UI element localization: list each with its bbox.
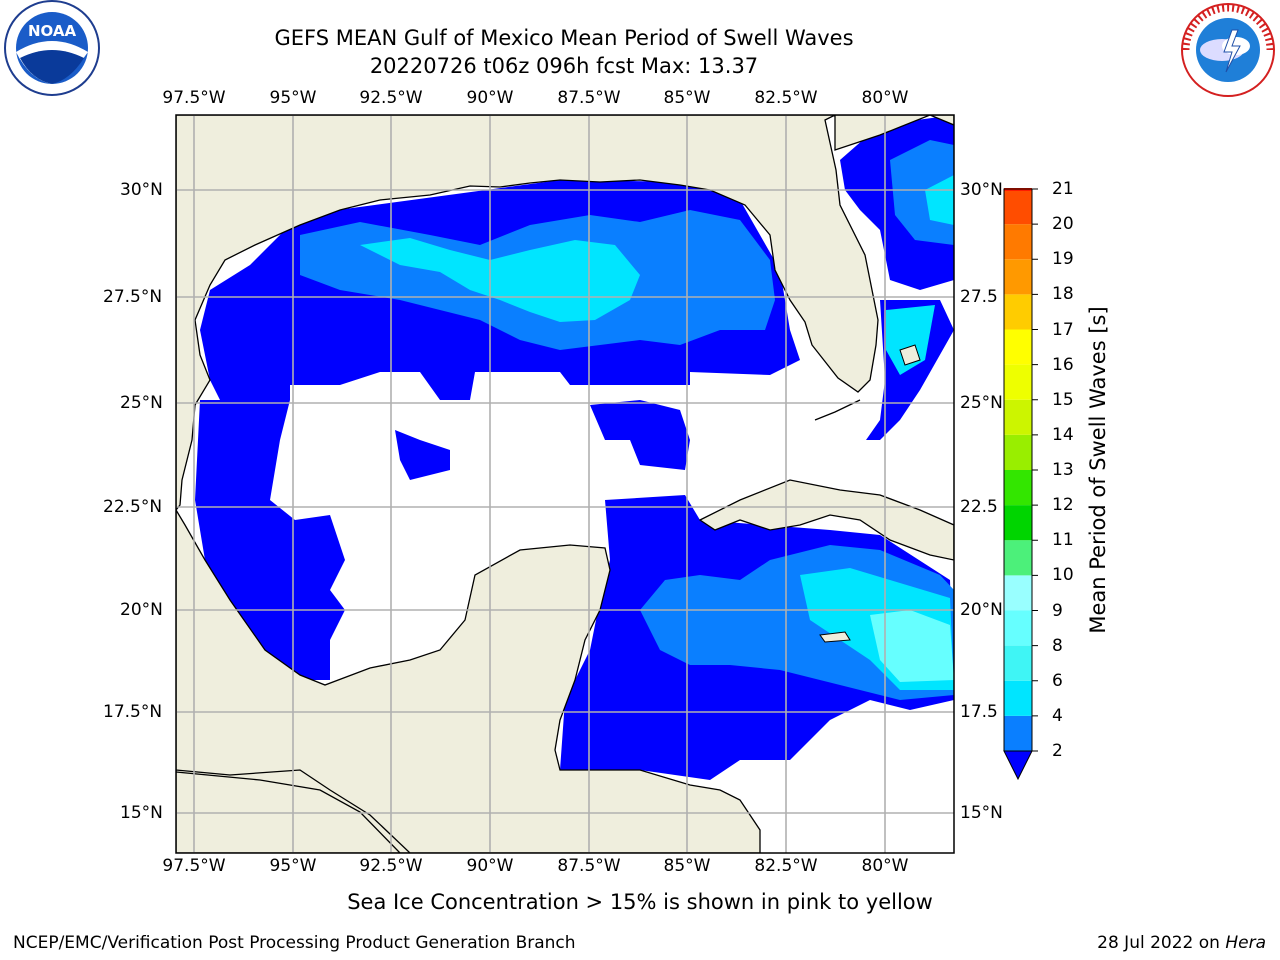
- lon-label-top: 97.5°W: [162, 88, 226, 108]
- colorbar-bin: [1004, 645, 1032, 681]
- colorbar-title: Mean Period of Swell Waves [s]: [1086, 306, 1110, 634]
- nws-logo: [1181, 3, 1275, 97]
- lon-label-bottom: 82.5°W: [754, 856, 818, 876]
- colorbar-bin: [1004, 224, 1032, 260]
- colorbar-tick-label: 18: [1052, 284, 1074, 305]
- footer-org: NCEP/EMC/Verification Post Processing Pr…: [13, 933, 576, 953]
- colorbar-tick-label: 21: [1052, 179, 1074, 199]
- noaa-logo: NOAA: [4, 0, 100, 96]
- lon-label-bottom: 92.5°W: [359, 856, 423, 876]
- colorbar-tick-label: 6: [1052, 670, 1063, 691]
- lat-label-right: 27.5: [960, 287, 998, 307]
- colorbar-bin: [1004, 575, 1032, 611]
- map-subtitle: 20220726 t06z 096h fcst Max: 13.37: [369, 54, 759, 78]
- colorbar-bin: [1004, 505, 1032, 541]
- footer-host: Hera: [1225, 933, 1266, 953]
- graticule: [176, 115, 954, 853]
- colorbar-tick-label: 19: [1052, 249, 1074, 270]
- lat-label-right: 15°N: [960, 803, 1003, 823]
- colorbar-bin: [1004, 329, 1032, 365]
- swell-region-6-8-atlantic: [925, 175, 954, 225]
- colorbar-bin: [1004, 294, 1032, 330]
- map-title: GEFS MEAN Gulf of Mexico Mean Period of …: [274, 26, 854, 50]
- lat-label-right: 30°N: [960, 180, 1003, 200]
- colorbar-bin: [1004, 399, 1032, 435]
- colorbar-tick-label: 8: [1052, 635, 1063, 656]
- lat-label-right: 22.5: [960, 497, 998, 517]
- lon-label-bottom: 85°W: [663, 856, 711, 876]
- lat-label-left: 25°N: [120, 393, 163, 413]
- lat-label-left: 17.5°N: [103, 702, 163, 722]
- swell-region-bay-campeche: [395, 430, 450, 480]
- footer-date-text: 28 Jul 2022 on: [1097, 933, 1226, 953]
- land-united-states: [176, 115, 954, 512]
- lon-label-top: 90°W: [466, 88, 514, 108]
- colorbar-bin: [1004, 540, 1032, 576]
- colorbar-bin: [1004, 715, 1032, 751]
- colorbar: [1003, 188, 1038, 781]
- colorbar-tick-label: 11: [1052, 530, 1074, 551]
- colorbar-tick-label: 12: [1052, 495, 1074, 516]
- colorbar-tick-label: 15: [1052, 389, 1074, 410]
- lat-label-left: 27.5°N: [103, 287, 163, 307]
- colorbar-tick-label: 2: [1052, 741, 1063, 761]
- lon-label-bottom: 97.5°W: [162, 856, 226, 876]
- lon-label-bottom: 90°W: [466, 856, 514, 876]
- lat-label-right: 25°N: [960, 393, 1003, 413]
- colorbar-tick-label: 17: [1052, 319, 1074, 340]
- colorbar-bin: [1004, 189, 1032, 225]
- lat-label-left: 15°N: [120, 803, 163, 823]
- colorbar-under-triangle: [1003, 750, 1033, 781]
- footer-date: 28 Jul 2022 on Hera: [1097, 933, 1266, 953]
- colorbar-bin: [1004, 610, 1032, 646]
- colorbar-tick-label: 9: [1052, 600, 1063, 621]
- land-cuba: [698, 479, 954, 561]
- lat-label-right: 17.5: [960, 702, 998, 722]
- land-mexico-central-america: [176, 508, 761, 853]
- lon-label-top: 87.5°W: [557, 88, 621, 108]
- lon-label-bottom: 80°W: [861, 856, 909, 876]
- lon-label-top: 82.5°W: [754, 88, 818, 108]
- lon-label-top: 95°W: [269, 88, 317, 108]
- land-florida-keys: [814, 399, 861, 421]
- lon-label-bottom: 87.5°W: [557, 856, 621, 876]
- colorbar-tick-label: 10: [1052, 565, 1074, 586]
- colorbar-bin: [1004, 259, 1032, 295]
- colorbar-tick-label: 14: [1052, 424, 1074, 445]
- map-frame: [175, 114, 955, 854]
- colorbar-bin: [1004, 364, 1032, 400]
- land-jamaica-island: [819, 631, 851, 643]
- colorbar-tick-label: 13: [1052, 460, 1074, 480]
- colorbar-bin: [1004, 434, 1032, 470]
- lon-label-top: 92.5°W: [359, 88, 423, 108]
- sea-ice-caption: Sea Ice Concentration > 15% is shown in …: [347, 890, 933, 914]
- swell-region-8-9-caribbean: [870, 610, 954, 682]
- colorbar-tick-label: 16: [1052, 354, 1074, 375]
- lon-label-bottom: 95°W: [269, 856, 317, 876]
- land-bahamas-island: [899, 344, 921, 366]
- colorbar-bin: [1004, 470, 1032, 506]
- lat-label-right: 20°N: [960, 600, 1003, 620]
- colorbar-tick-label: 4: [1052, 705, 1063, 726]
- swell-region-6-8-north: [360, 238, 640, 322]
- swell-region-6-8-florida-east: [886, 305, 935, 375]
- lat-label-left: 22.5°N: [103, 497, 163, 517]
- lon-label-top: 80°W: [861, 88, 909, 108]
- noaa-logo-text: NOAA: [28, 22, 77, 40]
- lon-label-top: 85°W: [663, 88, 711, 108]
- lat-label-left: 30°N: [120, 180, 163, 200]
- colorbar-bin: [1004, 680, 1032, 716]
- swell-region-yucatan-channel: [590, 400, 690, 470]
- colorbar-tick-label: 20: [1052, 214, 1074, 235]
- lat-label-left: 20°N: [120, 600, 163, 620]
